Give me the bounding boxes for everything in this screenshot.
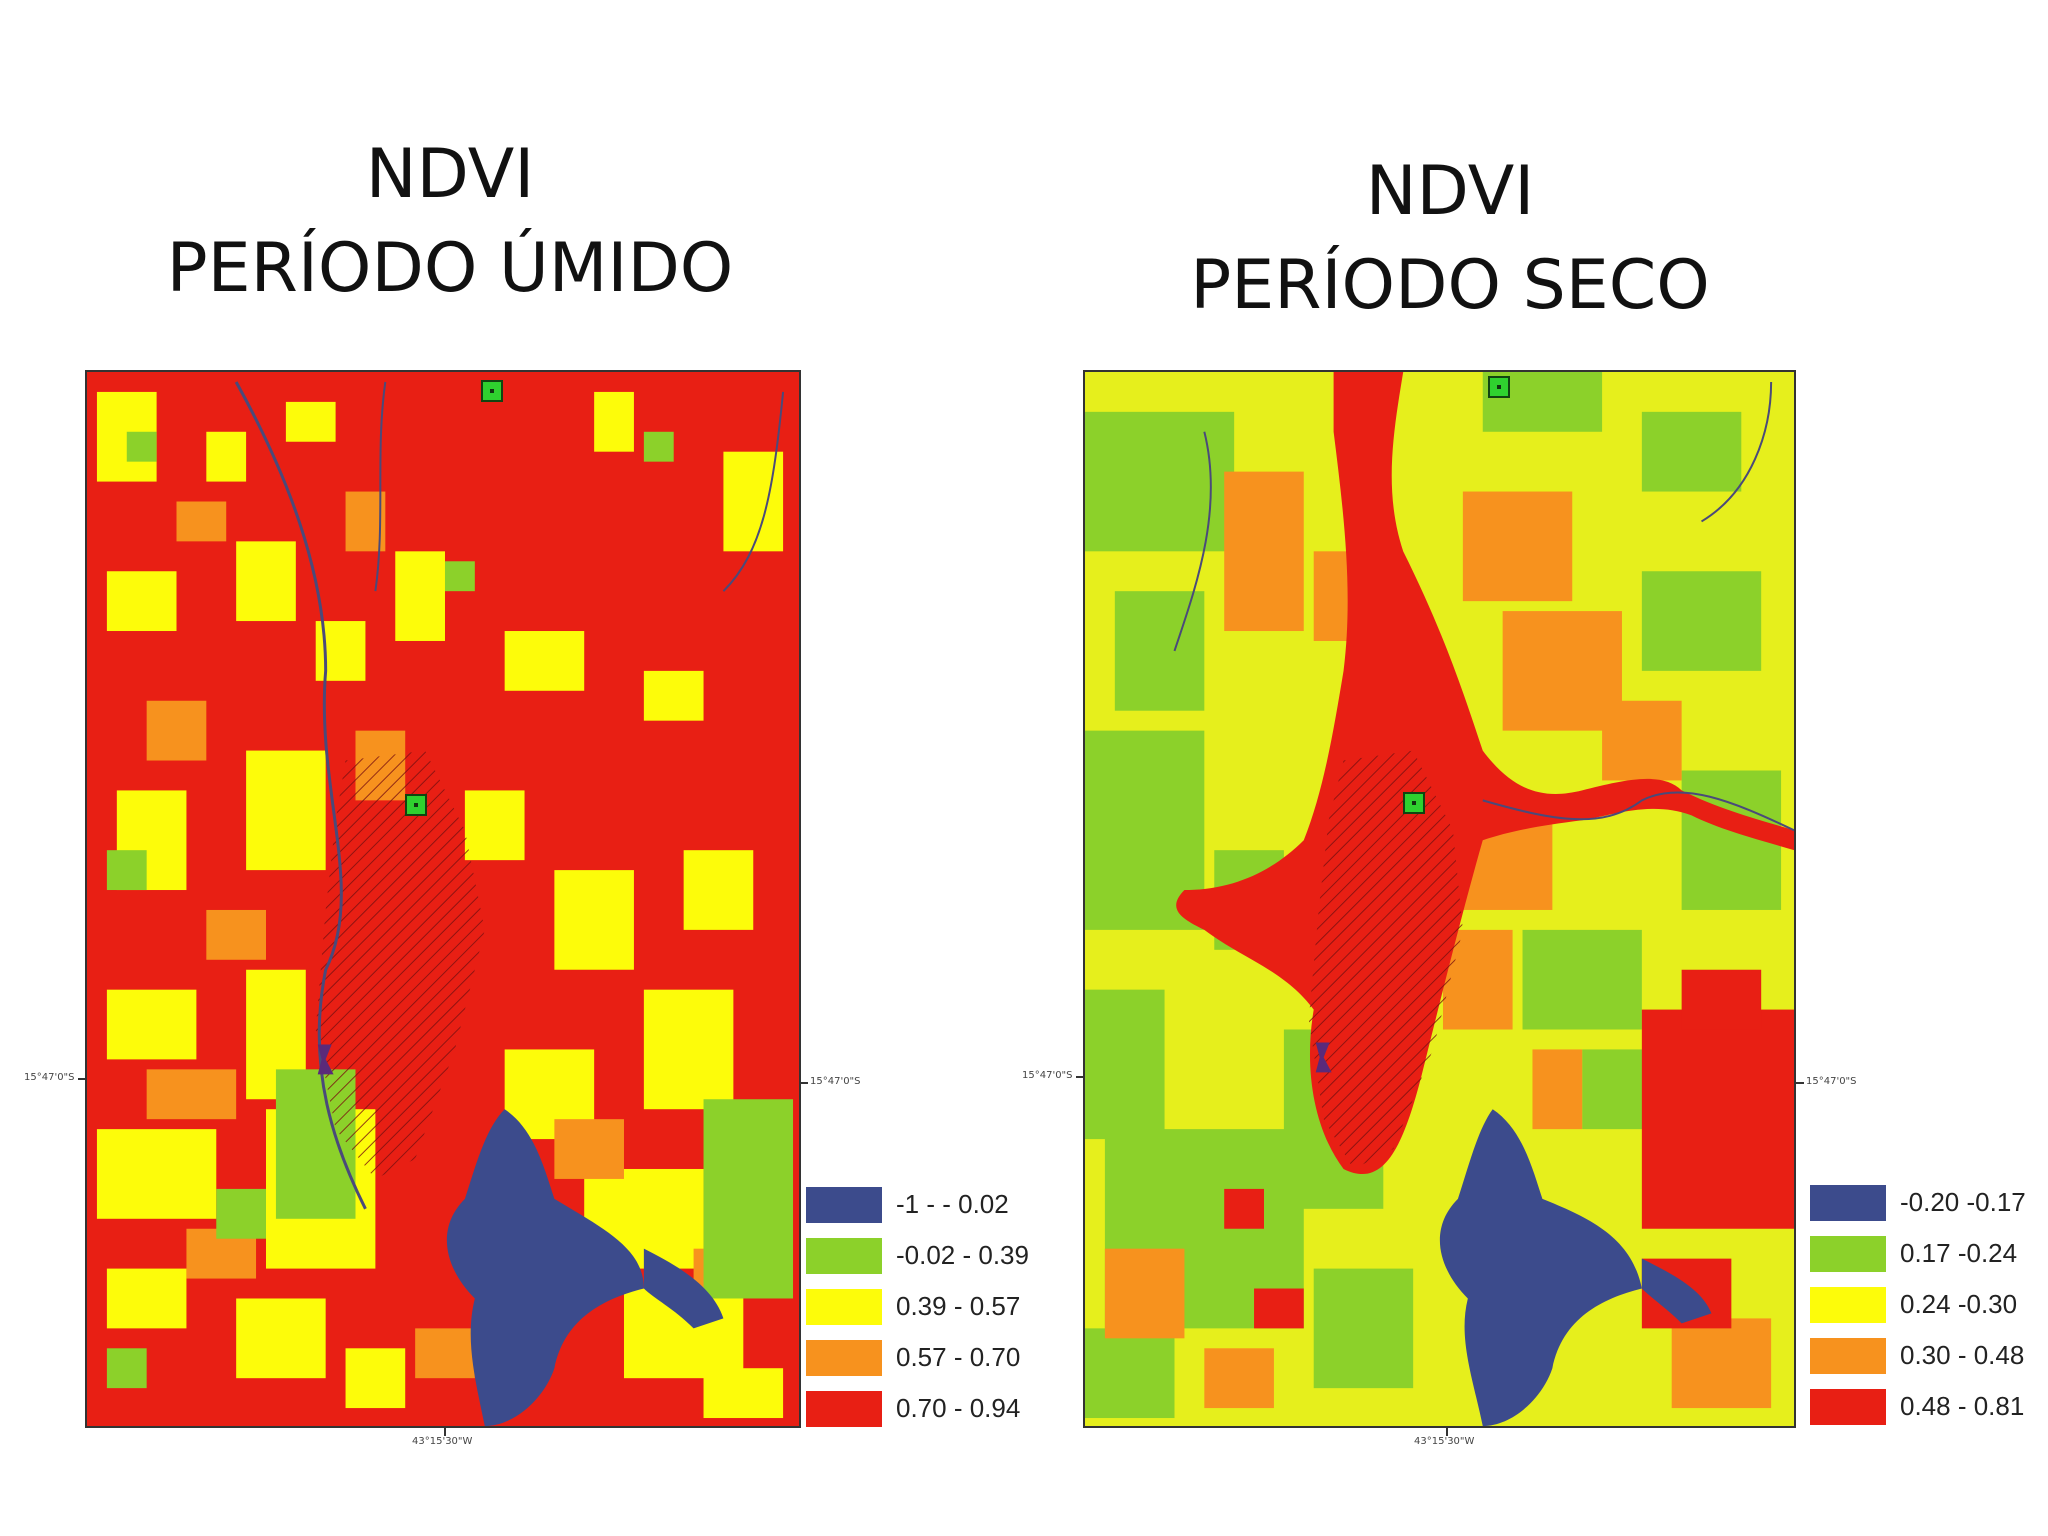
left-lon-tick: [444, 1428, 446, 1436]
left-legend-swatch: [806, 1238, 882, 1274]
left-lat-tick-west: [78, 1078, 86, 1080]
right-title-period: PERÍODO SECO: [1190, 246, 1710, 325]
left-title-ndvi: NDVI: [365, 135, 535, 214]
left-ndvi-map: [85, 370, 801, 1428]
right-legend-label: 0.17 -0.24: [1900, 1238, 2018, 1268]
left-lat-tick-east: [800, 1082, 808, 1084]
right-legend-item: 0.48 - 0.81: [1810, 1387, 2048, 1427]
left-legend-item: -1 - - 0.02: [806, 1185, 1046, 1225]
right-legend-swatch: [1810, 1287, 1886, 1323]
right-legend-item: 0.24 -0.30: [1810, 1285, 2048, 1325]
right-legend-label: 0.48 - 0.81: [1900, 1391, 2025, 1421]
right-lon-label: 43°15'30"W: [1414, 1436, 1475, 1447]
right-lon-tick: [1446, 1428, 1448, 1436]
right-legend-label: 0.30 - 0.48: [1900, 1340, 2025, 1370]
left-legend-item: -0.02 - 0.39: [806, 1236, 1046, 1276]
left-lat-label-west: 15°47'0"S: [24, 1072, 75, 1083]
left-marker-center: [405, 794, 427, 816]
right-lat-label-west: 15°47'0"S: [1022, 1070, 1073, 1081]
right-legend-swatch: [1810, 1185, 1886, 1221]
left-lat-label-east: 15°47'0"S: [810, 1076, 861, 1087]
right-legend-swatch: [1810, 1236, 1886, 1272]
right-legend-swatch: [1810, 1338, 1886, 1374]
right-lat-tick-west: [1076, 1076, 1084, 1078]
left-legend-swatch: [806, 1391, 882, 1427]
left-legend-label: -0.02 - 0.39: [896, 1240, 1029, 1270]
left-legend-label: 0.39 - 0.57: [896, 1291, 1021, 1321]
left-legend-label: -1 - - 0.02: [896, 1189, 1009, 1219]
left-legend-label: 0.70 - 0.94: [896, 1393, 1021, 1423]
left-marker-north: [481, 380, 503, 402]
left-map-title: NDVI PERÍODO ÚMIDO: [100, 128, 800, 316]
left-legend-item: 0.57 - 0.70: [806, 1338, 1046, 1378]
right-title-ndvi: NDVI: [1365, 152, 1535, 231]
left-legend-swatch: [806, 1187, 882, 1223]
left-legend-item: 0.70 - 0.94: [806, 1389, 1046, 1429]
right-legend-label: 0.24 -0.30: [1900, 1289, 2018, 1319]
right-lat-label-east: 15°47'0"S: [1806, 1076, 1857, 1087]
left-legend-label: 0.57 - 0.70: [896, 1342, 1021, 1372]
left-legend-swatch: [806, 1289, 882, 1325]
right-ndvi-map: [1083, 370, 1796, 1428]
left-map-raster: [96, 381, 794, 1426]
right-marker-north: [1488, 376, 1510, 398]
right-legend-item: 0.17 -0.24: [1810, 1234, 2048, 1274]
right-legend-item: -0.20 -0.17: [1810, 1183, 2048, 1223]
left-lon-label: 43°15'30"W: [412, 1436, 473, 1447]
left-legend-item: 0.39 - 0.57: [806, 1287, 1046, 1327]
right-legend-swatch: [1810, 1389, 1886, 1425]
left-title-period: PERÍODO ÚMIDO: [166, 229, 734, 308]
right-map-title: NDVI PERÍODO SECO: [1100, 145, 1800, 333]
left-legend-swatch: [806, 1340, 882, 1376]
right-marker-center: [1403, 792, 1425, 814]
right-legend-label: -0.20 -0.17: [1900, 1187, 2026, 1217]
right-map-raster: [1085, 372, 1794, 1426]
right-lat-tick-east: [1796, 1082, 1804, 1084]
right-legend-item: 0.30 - 0.48: [1810, 1336, 2048, 1376]
